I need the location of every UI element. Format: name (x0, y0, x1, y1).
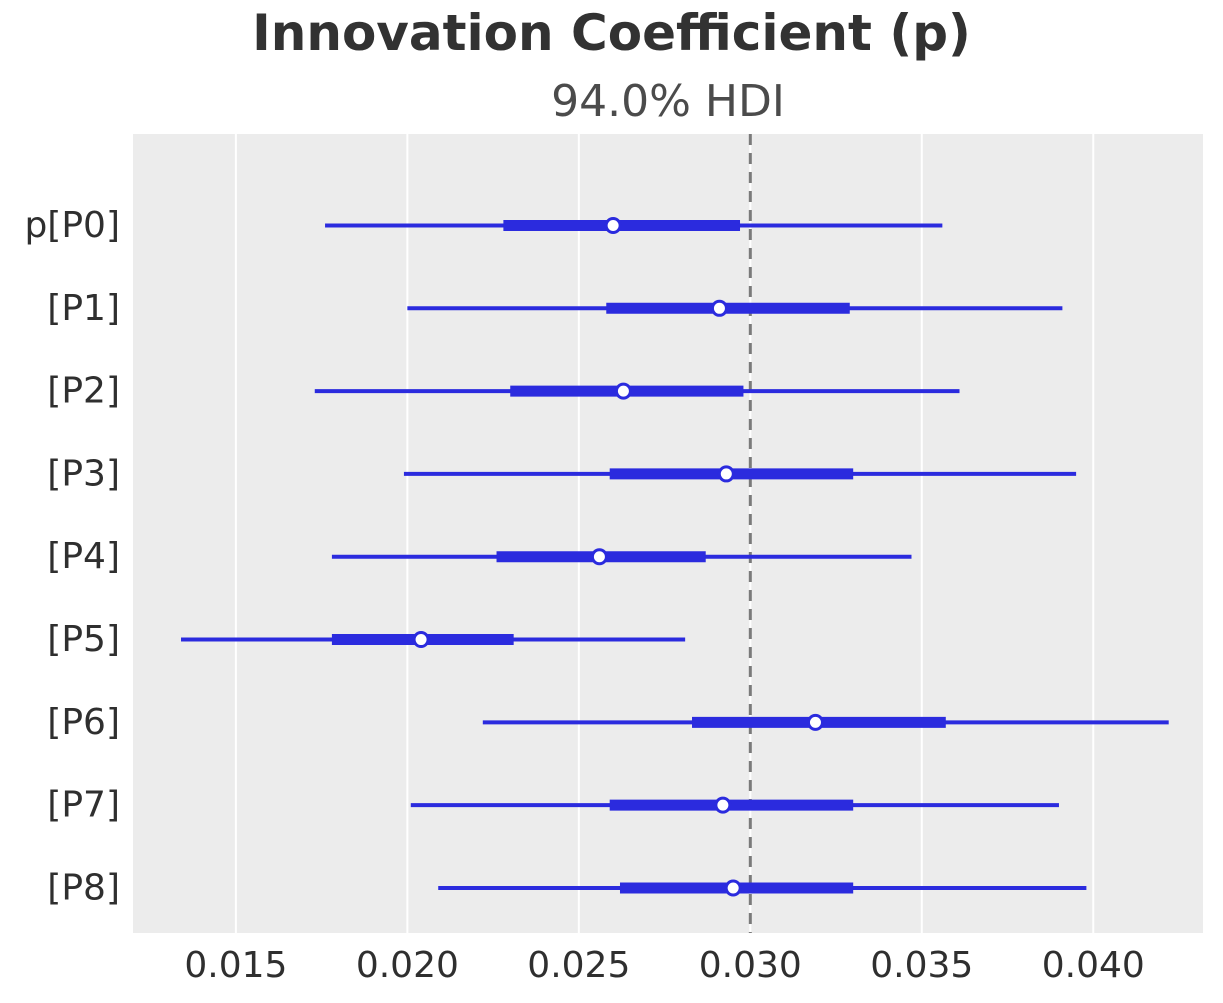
median-marker (714, 796, 732, 814)
plot-background (133, 134, 1203, 933)
chart-subtitle: 94.0% HDI (551, 76, 785, 127)
median-marker (590, 548, 608, 566)
median-marker (604, 217, 622, 234)
y-tick-label: [P3] (47, 453, 120, 494)
chart-title: Innovation Coefficient (p) (252, 4, 971, 62)
y-tick-label: [P5] (47, 619, 120, 660)
y-tick-label: [P7] (47, 785, 120, 826)
median-marker (806, 713, 824, 731)
x-tick-label: 0.030 (699, 945, 802, 986)
y-tick-label: [P6] (47, 702, 120, 743)
median-marker (710, 299, 728, 317)
y-tick-label: p[P0] (24, 205, 120, 246)
x-tick-label: 0.025 (527, 945, 630, 986)
x-tick-label: 0.020 (356, 945, 459, 986)
x-tick-label: 0.015 (184, 945, 287, 986)
x-tick-label: 0.040 (1042, 945, 1145, 986)
y-tick-label: [P8] (47, 867, 120, 908)
median-marker (717, 465, 735, 483)
y-tick-label: [P1] (47, 288, 120, 329)
x-tick-label: 0.035 (870, 945, 973, 986)
y-tick-label: [P2] (47, 371, 120, 412)
median-marker (724, 879, 742, 897)
median-marker (412, 631, 430, 649)
median-marker (614, 382, 632, 400)
y-tick-label: [P4] (47, 536, 120, 577)
